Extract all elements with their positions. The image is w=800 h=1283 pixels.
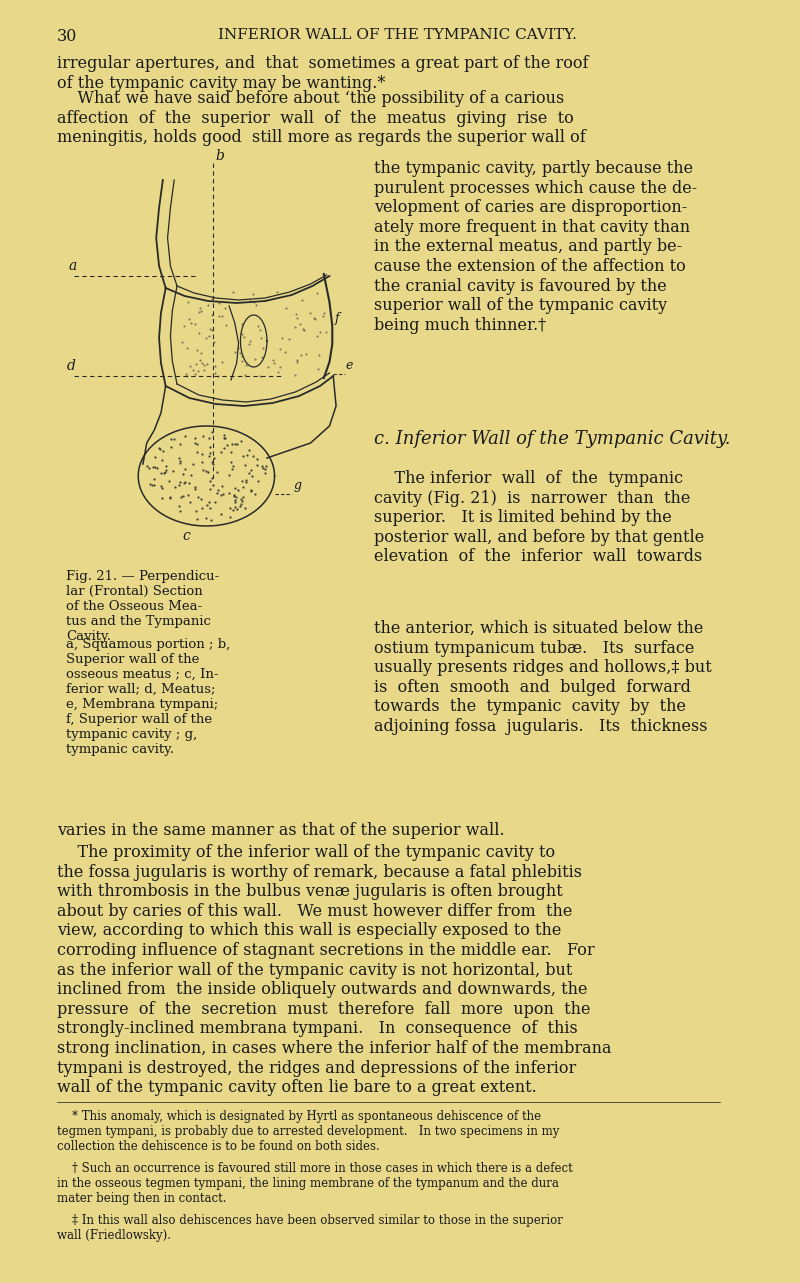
Text: d: d <box>66 359 75 373</box>
Text: a, Squamous portion ; b,
Superior wall of the
osseous meatus ; c, In-
ferior wal: a, Squamous portion ; b, Superior wall o… <box>66 638 230 756</box>
Text: † Such an occurrence is favoured still more in those cases in which there is a d: † Such an occurrence is favoured still m… <box>57 1162 573 1205</box>
Text: a: a <box>68 259 77 273</box>
Text: Fig. 21. — Perpendicu-
lar (Frontal) Section
of the Osseous Mea-
tus and the Tym: Fig. 21. — Perpendicu- lar (Frontal) Sec… <box>66 570 219 643</box>
Text: c: c <box>182 529 190 543</box>
Text: What we have said before about ‘the possibility of a carious
affection  of  the : What we have said before about ‘the poss… <box>57 90 586 146</box>
Text: e: e <box>346 359 353 372</box>
Text: The proximity of the inferior wall of the tympanic cavity to
the fossa jugularis: The proximity of the inferior wall of th… <box>57 844 611 1096</box>
Text: c. Inferior Wall of the Tympanic Cavity.: c. Inferior Wall of the Tympanic Cavity. <box>374 430 730 448</box>
Text: varies in the same manner as that of the superior wall.: varies in the same manner as that of the… <box>57 822 505 839</box>
Text: g: g <box>294 479 302 491</box>
Text: irregular apertures, and  that  sometimes a great part of the roof
of the tympan: irregular apertures, and that sometimes … <box>57 55 588 91</box>
Text: the tympanic cavity, partly because the
purulent processes which cause the de-
v: the tympanic cavity, partly because the … <box>374 160 698 334</box>
Text: The inferior  wall  of  the  tympanic
cavity (Fig. 21)  is  narrower  than  the
: The inferior wall of the tympanic cavity… <box>374 470 704 566</box>
Text: ‡ In this wall also dehiscences have been observed similar to those in the super: ‡ In this wall also dehiscences have bee… <box>57 1214 562 1242</box>
Text: * This anomaly, which is designated by Hyrtl as spontaneous dehiscence of the
te: * This anomaly, which is designated by H… <box>57 1110 559 1153</box>
Text: INFERIOR WALL OF THE TYMPANIC CAVITY.: INFERIOR WALL OF THE TYMPANIC CAVITY. <box>218 28 577 42</box>
Text: f: f <box>335 312 340 325</box>
Text: 30: 30 <box>57 28 77 45</box>
Text: b: b <box>216 149 225 163</box>
Text: the anterior, which is situated below the
ostium tympanicum tubæ.   Its  surface: the anterior, which is situated below th… <box>374 620 712 735</box>
